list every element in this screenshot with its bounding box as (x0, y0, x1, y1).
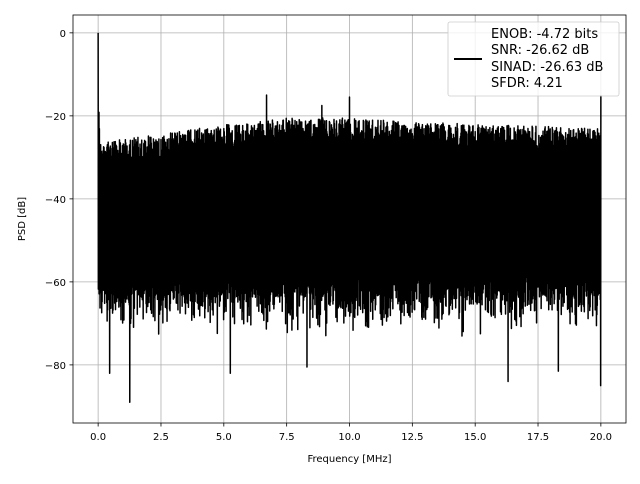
psd-series-line (97, 32, 602, 403)
legend-entry-sinad: SINAD: -26.63 dB (491, 60, 603, 75)
legend: ENOB: -4.72 bits SNR: -26.62 dB SINAD: -… (447, 21, 620, 97)
legend-entry-sfdr: SFDR: 4.21 (491, 76, 563, 91)
y-tick-label: −60 (45, 278, 66, 289)
legend-entry-enob: ENOB: -4.72 bits (491, 27, 598, 42)
x-tick-label: 2.5 (153, 432, 169, 443)
x-tick-label: 12.5 (401, 432, 423, 443)
y-axis-label: PSD [dB] (17, 197, 28, 241)
x-tick-label: 20.0 (590, 432, 612, 443)
plot-area (97, 32, 602, 403)
x-tick-label: 7.5 (279, 432, 295, 443)
x-tick-label: 10.0 (338, 432, 360, 443)
x-tick-label: 5.0 (216, 432, 232, 443)
legend-entry-snr: SNR: -26.62 dB (491, 43, 589, 58)
ticks: 0.0 2.5 5.0 7.5 10.0 12.5 15.0 17.5 20.0 0 −20 −40 −… (45, 29, 612, 443)
y-tick-label: −20 (45, 112, 66, 123)
x-axis-label: Frequency [MHz] (307, 454, 391, 465)
y-tick-label: 0 (60, 29, 66, 40)
x-tick-label: 17.5 (527, 432, 549, 443)
y-tick-label: −40 (45, 195, 66, 206)
legend-box (447, 21, 620, 97)
y-tick-label: −80 (45, 361, 66, 372)
x-tick-label: 0.0 (90, 432, 106, 443)
x-tick-label: 15.0 (464, 432, 486, 443)
